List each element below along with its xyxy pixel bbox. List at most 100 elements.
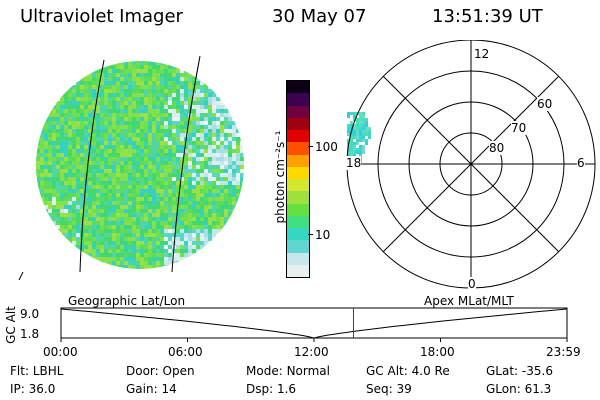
uv-pixel xyxy=(152,113,156,117)
uv-pixel xyxy=(100,225,104,229)
uv-pixel xyxy=(124,153,128,157)
uv-pixel xyxy=(176,133,180,137)
uv-pixel xyxy=(196,193,200,197)
uv-pixel xyxy=(188,141,192,145)
uv-pixel xyxy=(56,153,60,157)
uv-pixel xyxy=(216,177,220,181)
uv-pixel xyxy=(112,109,116,113)
info-mode: Mode: Normal xyxy=(246,364,330,378)
uv-pixel xyxy=(176,117,180,121)
uv-pixel xyxy=(140,245,144,249)
uv-pixel xyxy=(148,65,152,69)
uv-pixel xyxy=(144,201,148,205)
uv-pixel xyxy=(156,65,160,69)
uv-pixel xyxy=(44,213,48,217)
uv-pixel xyxy=(156,245,160,249)
aurora-pixel xyxy=(368,133,371,136)
uv-pixel xyxy=(168,197,172,201)
uv-pixel xyxy=(236,205,240,209)
uv-pixel xyxy=(224,145,228,149)
uv-pixel xyxy=(176,233,180,237)
uv-pixel xyxy=(152,205,156,209)
uv-pixel xyxy=(180,221,184,225)
uv-pixel xyxy=(64,137,68,141)
uv-pixel xyxy=(92,253,96,257)
uv-pixel xyxy=(72,117,76,121)
uv-pixel xyxy=(168,73,172,77)
uv-pixel xyxy=(204,173,208,177)
uv-pixel xyxy=(116,177,120,181)
aurora-pixel xyxy=(359,115,362,118)
uv-pixel xyxy=(132,125,136,129)
uv-pixel xyxy=(232,189,236,193)
uv-pixel xyxy=(100,185,104,189)
uv-pixel xyxy=(112,121,116,125)
uv-pixel xyxy=(156,113,160,117)
uv-pixel xyxy=(60,229,64,233)
uv-pixel xyxy=(200,149,204,153)
uv-pixel xyxy=(216,229,220,233)
uv-pixel xyxy=(164,157,168,161)
uv-pixel xyxy=(128,109,132,113)
uv-pixel xyxy=(132,73,136,77)
uv-pixel xyxy=(104,85,108,89)
aurora-pixel xyxy=(359,118,362,121)
uv-pixel xyxy=(236,145,240,149)
uv-pixel xyxy=(44,149,48,153)
uv-pixel xyxy=(56,121,60,125)
uv-pixel xyxy=(156,69,160,73)
uv-pixel xyxy=(136,249,140,253)
uv-pixel xyxy=(64,93,68,97)
uv-pixel xyxy=(200,169,204,173)
uv-pixel xyxy=(172,197,176,201)
uv-pixel xyxy=(116,61,120,65)
uv-pixel xyxy=(104,89,108,93)
uv-pixel xyxy=(184,133,188,137)
uv-pixel xyxy=(200,101,204,105)
uv-pixel xyxy=(172,165,176,169)
uv-pixel xyxy=(208,229,212,233)
uv-pixel xyxy=(176,257,180,261)
uv-pixel xyxy=(124,181,128,185)
uv-pixel xyxy=(136,237,140,241)
uv-pixel xyxy=(108,217,112,221)
uv-pixel xyxy=(204,105,208,109)
aurora-pixel xyxy=(356,148,359,151)
uv-pixel xyxy=(124,189,128,193)
uv-pixel xyxy=(64,129,68,133)
uv-pixel xyxy=(228,213,232,217)
uv-pixel xyxy=(240,197,244,201)
uv-pixel xyxy=(232,141,236,145)
uv-pixel xyxy=(196,217,200,221)
uv-pixel xyxy=(232,197,236,201)
uv-pixel xyxy=(64,205,68,209)
uv-pixel xyxy=(84,257,88,261)
uv-pixel xyxy=(60,205,64,209)
uv-pixel xyxy=(160,241,164,245)
uv-pixel xyxy=(132,225,136,229)
uv-pixel xyxy=(156,145,160,149)
uv-pixel xyxy=(156,97,160,101)
uv-pixel xyxy=(64,225,68,229)
uv-pixel xyxy=(100,177,104,181)
uv-pixel xyxy=(176,189,180,193)
uv-pixel xyxy=(164,181,168,185)
uv-pixel xyxy=(228,165,232,169)
uv-pixel xyxy=(228,225,232,229)
uv-pixel xyxy=(112,213,116,217)
uv-pixel xyxy=(152,61,156,65)
uv-pixel xyxy=(48,161,52,165)
aurora-pixel xyxy=(359,121,362,124)
uv-pixel xyxy=(104,213,108,217)
uv-pixel xyxy=(128,153,132,157)
uv-pixel xyxy=(96,109,100,113)
uv-pixel xyxy=(132,133,136,137)
uv-pixel xyxy=(156,213,160,217)
uv-pixel xyxy=(200,145,204,149)
aurora-pixel xyxy=(368,136,371,139)
uv-pixel xyxy=(212,221,216,225)
uv-pixel xyxy=(160,169,164,173)
uv-pixel xyxy=(152,213,156,217)
uv-pixel xyxy=(196,141,200,145)
uv-pixel xyxy=(192,229,196,233)
